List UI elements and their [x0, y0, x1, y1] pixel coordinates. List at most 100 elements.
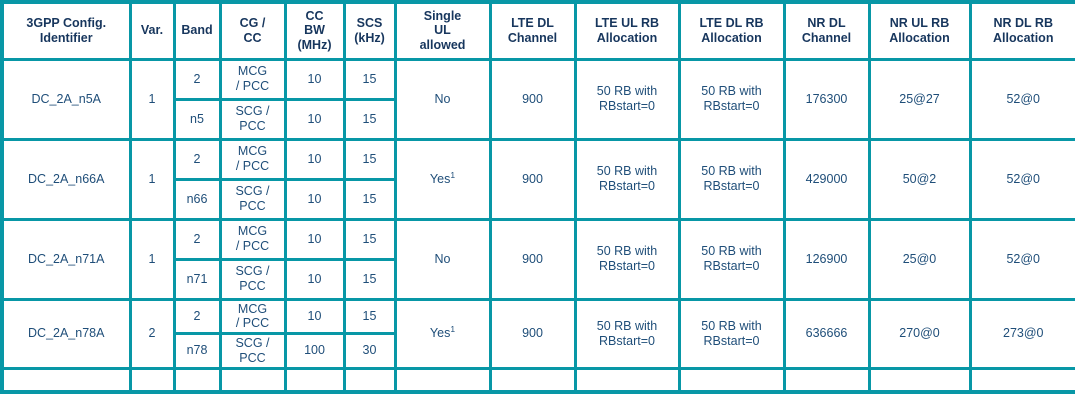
col-header-cg-cc: CG / CC — [218, 0, 287, 61]
cell-lte-dl-channel: 900 — [488, 297, 577, 370]
cell-nr-dl-channel: 636666 — [782, 297, 871, 370]
col-header-nr-dl-rb: NR DL RB Allocation — [968, 0, 1075, 61]
table-row: DC_2A_n5A 1 2 MCG / PCC 10 15 No 900 50 … — [0, 57, 1075, 141]
cell-var: 1 — [128, 137, 176, 221]
cell-band: n66 — [172, 177, 222, 221]
cell-nr-ul-rb: 25@27 — [867, 57, 972, 141]
cell-cg-cc: MCG / PCC — [218, 297, 287, 335]
cell-scs: 15 — [342, 57, 397, 101]
table-row: DC_2A_n71A 1 2 MCG / PCC 10 15 No 900 50… — [0, 217, 1075, 301]
cell-scs: 15 — [342, 297, 397, 335]
cell-lte-ul-rb: 50 RB with RBstart=0 — [573, 297, 681, 370]
cell-nr-dl-channel: 176300 — [782, 57, 871, 141]
col-header-cc-bw: CC BW (MHz) — [283, 0, 346, 61]
cell-single-ul — [393, 366, 492, 394]
cell-scs: 15 — [342, 217, 397, 261]
footnote-marker: 1 — [450, 323, 456, 334]
col-header-var: Var. — [128, 0, 176, 61]
cell-lte-dl-channel: 900 — [488, 137, 577, 221]
cell-cg-cc: SCG / PCC — [218, 97, 287, 141]
cell-cg-cc: SCG / PCC — [218, 257, 287, 301]
cell-scs: 15 — [342, 257, 397, 301]
cell-lte-ul-rb: 50 RB with RBstart=0 — [573, 137, 681, 221]
cell-cc-bw: 10 — [283, 297, 346, 335]
cell-config-id: DC_2A_n71A — [0, 217, 132, 301]
cell-band: 2 — [172, 57, 222, 101]
cell-scs — [342, 366, 397, 394]
single-ul-value: No — [434, 91, 451, 106]
cell-scs: 15 — [342, 97, 397, 141]
cell-lte-dl-rb: 50 RB with RBstart=0 — [677, 57, 786, 141]
col-header-nr-ul-rb: NR UL RB Allocation — [867, 0, 972, 61]
cell-cc-bw: 10 — [283, 57, 346, 101]
cell-var — [128, 366, 176, 394]
single-ul-value: No — [434, 251, 451, 266]
cell-lte-dl-rb — [677, 366, 786, 394]
cell-band: n5 — [172, 97, 222, 141]
cell-nr-ul-rb: 50@2 — [867, 137, 972, 221]
col-header-config-id: 3GPP Config. Identifier — [0, 0, 132, 61]
cell-config-id: DC_2A_n5A — [0, 57, 132, 141]
cell-cg-cc: SCG / PCC — [218, 177, 287, 221]
cell-single-ul: No — [393, 57, 492, 141]
cell-nr-ul-rb — [867, 366, 972, 394]
cell-cc-bw: 100 — [283, 332, 346, 370]
table-row: n71 SCG / PCC 10 15 — [2, 257, 1075, 301]
table-row: n78 SCG / PCC 100 30 — [2, 332, 1075, 370]
cell-lte-dl-channel: 900 — [488, 57, 577, 141]
cell-lte-dl-channel — [488, 366, 577, 394]
cell-band: 2 — [172, 217, 222, 261]
cell-config-id — [0, 366, 132, 394]
cell-nr-ul-rb: 270@0 — [867, 297, 972, 370]
cell-lte-dl-rb: 50 RB with RBstart=0 — [677, 297, 786, 370]
cell-nr-dl-rb: 273@0 — [968, 297, 1075, 370]
cell-lte-ul-rb — [573, 366, 681, 394]
cell-lte-dl-channel: 900 — [488, 217, 577, 301]
single-ul-value: Yes — [429, 326, 451, 341]
cell-lte-dl-rb: 50 RB with RBstart=0 — [677, 137, 786, 221]
table-row: DC_2A_n66A 1 2 MCG / PCC 10 15 Yes1 900 … — [0, 137, 1075, 221]
cell-single-ul: Yes1 — [393, 137, 492, 221]
cell-cc-bw: 10 — [283, 177, 346, 221]
cell-cg-cc: MCG / PCC — [218, 217, 287, 261]
cell-nr-dl-rb: 52@0 — [968, 217, 1075, 301]
cell-scs: 15 — [342, 137, 397, 181]
cell-cc-bw: 10 — [283, 137, 346, 181]
col-header-lte-ul-rb: LTE UL RB Allocation — [573, 0, 681, 61]
cell-single-ul: No — [393, 217, 492, 301]
col-header-band: Band — [172, 0, 222, 61]
cell-nr-dl-channel: 126900 — [782, 217, 871, 301]
cell-nr-dl-channel: 429000 — [782, 137, 871, 221]
cell-var: 1 — [128, 57, 176, 141]
cell-cc-bw: 10 — [283, 97, 346, 141]
cell-band: 2 — [172, 297, 222, 335]
cell-band: 2 — [172, 137, 222, 181]
cell-cc-bw: 10 — [283, 217, 346, 261]
cell-cc-bw — [283, 366, 346, 394]
cell-cc-bw: 10 — [283, 257, 346, 301]
cell-scs: 30 — [342, 332, 397, 370]
table-row: DC_2A_n78A 2 2 MCG / PCC 10 15 Yes1 900 … — [0, 297, 1075, 370]
cell-scs: 15 — [342, 177, 397, 221]
cell-band — [172, 366, 222, 394]
cell-band: n78 — [172, 332, 222, 370]
col-header-lte-dl-rb: LTE DL RB Allocation — [677, 0, 786, 61]
cell-config-id: DC_2A_n78A — [0, 297, 132, 370]
cell-cg-cc — [218, 366, 287, 394]
cell-nr-ul-rb: 25@0 — [867, 217, 972, 301]
footnote-marker: 1 — [450, 169, 456, 180]
col-header-nr-dl-channel: NR DL Channel — [782, 0, 871, 61]
cell-single-ul: Yes1 — [393, 297, 492, 370]
cell-cg-cc: MCG / PCC — [218, 137, 287, 181]
col-header-lte-dl-channel: LTE DL Channel — [488, 0, 577, 61]
cell-lte-dl-rb: 50 RB with RBstart=0 — [677, 217, 786, 301]
header-row: 3GPP Config. Identifier Var. Band CG / C… — [0, 0, 1075, 61]
cell-lte-ul-rb: 50 RB with RBstart=0 — [573, 217, 681, 301]
cell-config-id: DC_2A_n66A — [0, 137, 132, 221]
table-row: n5 SCG / PCC 10 15 — [2, 97, 1075, 141]
cell-cg-cc: MCG / PCC — [218, 57, 287, 101]
cell-cg-cc: SCG / PCC — [218, 332, 287, 370]
cell-nr-dl-rb: 52@0 — [968, 137, 1075, 221]
cell-nr-dl-rb: 52@0 — [968, 57, 1075, 141]
